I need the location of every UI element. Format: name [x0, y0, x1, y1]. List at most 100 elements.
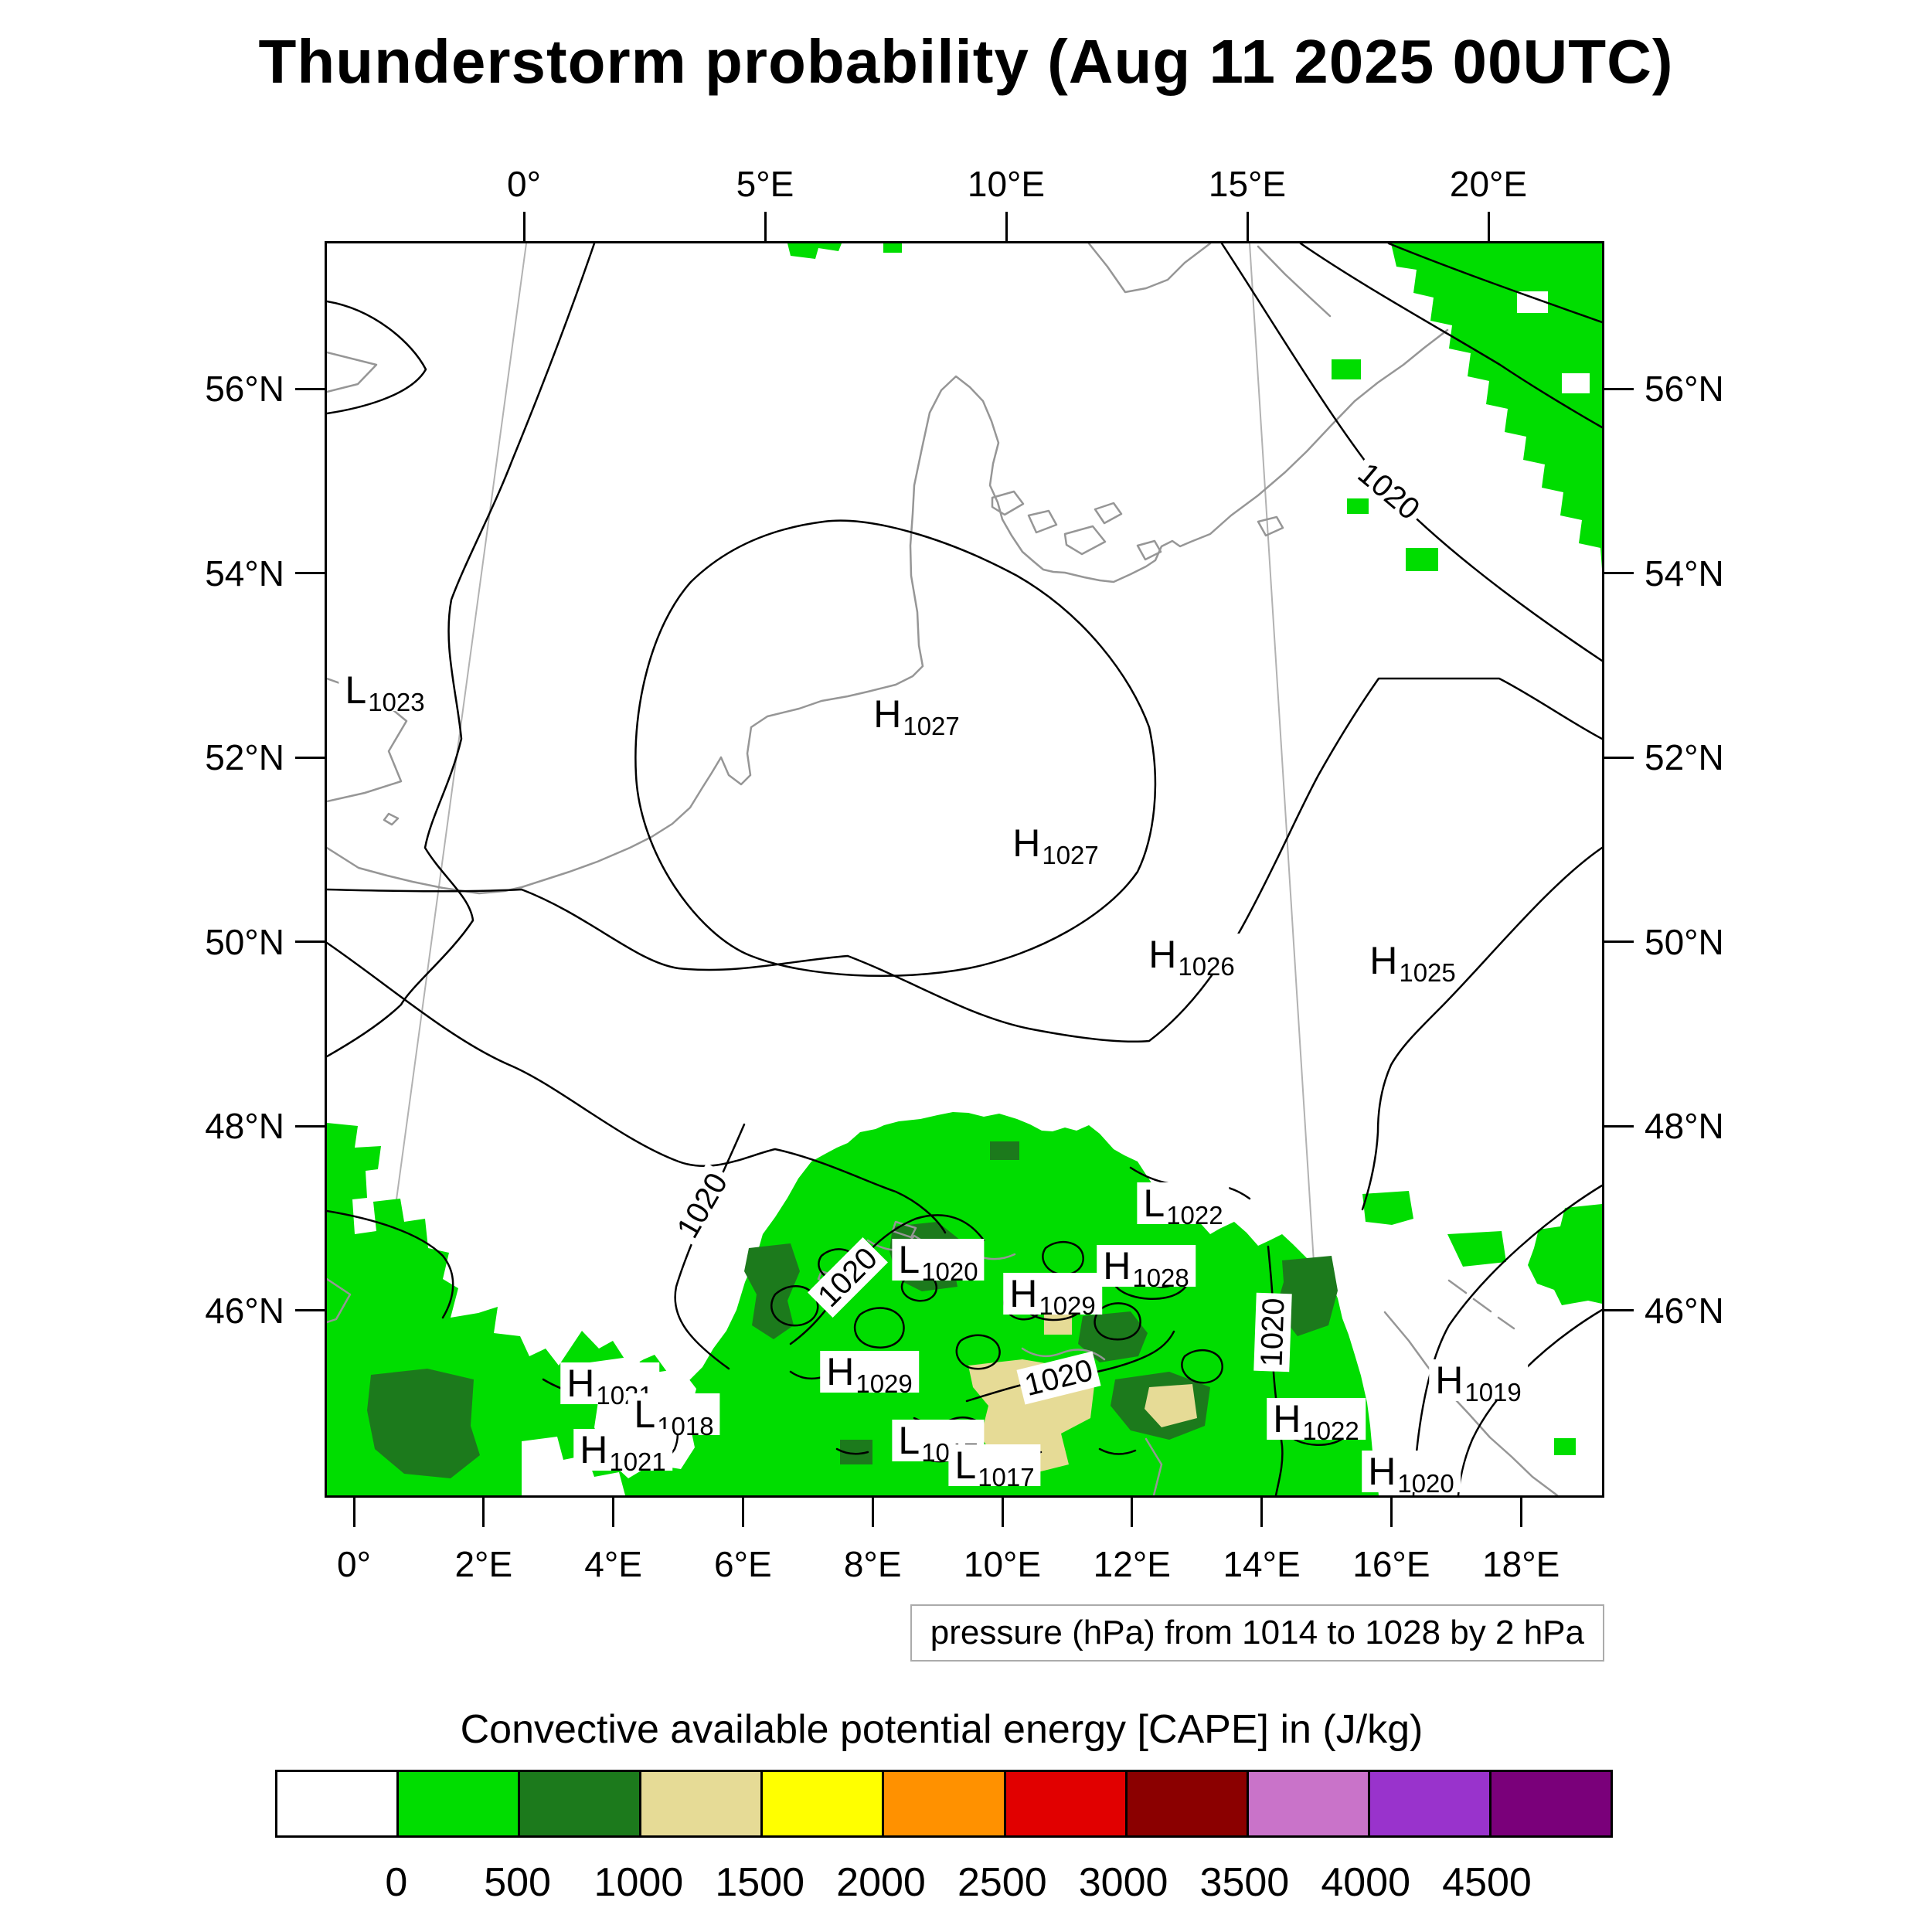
- pressure-center-letter: H: [1273, 1397, 1301, 1440]
- pressure-center-letter: H: [1103, 1244, 1131, 1287]
- pressure-center-value: 1025: [1399, 958, 1456, 987]
- isobar-inline-label: 1020: [808, 1237, 888, 1318]
- top-axis-label: 20°E: [1449, 164, 1528, 204]
- isobar-inline-label: 1020: [667, 1162, 738, 1249]
- pressure-center-letter: H: [873, 692, 902, 736]
- bottom-axis-label: 8°E: [843, 1544, 902, 1584]
- pressure-center-value: 1026: [1178, 952, 1235, 981]
- left-axis-label: 52°N: [205, 737, 284, 777]
- axis-tick-right: [1604, 756, 1634, 759]
- pressure-center-letter: L: [898, 1238, 920, 1281]
- pressure-center-value: 1019: [1464, 1378, 1522, 1406]
- pressure-center-value: 1029: [855, 1369, 913, 1398]
- axis-tick-top: [522, 212, 526, 241]
- pressure-center-label: L1022: [1137, 1182, 1230, 1228]
- colorbar-tick-label: 3500: [1199, 1860, 1290, 1905]
- top-axis-label: 10°E: [967, 164, 1046, 204]
- pressure-center-letter: H: [566, 1362, 595, 1405]
- pressure-center-letter: L: [898, 1419, 920, 1462]
- axis-tick-bottom: [1131, 1498, 1134, 1527]
- colorbar-cell: [1246, 1772, 1368, 1835]
- right-axis-label: 48°N: [1645, 1106, 1724, 1146]
- pressure-center-label: H1029: [820, 1350, 919, 1396]
- axis-tick-top: [1005, 212, 1008, 241]
- colorbar-tick-label: 500: [484, 1860, 551, 1905]
- left-axis-label: 46°N: [205, 1290, 284, 1331]
- axis-tick-bottom: [352, 1498, 355, 1527]
- pressure-center-label: H1026: [1142, 934, 1241, 979]
- colorbar-cell: [1488, 1772, 1611, 1835]
- right-axis-label: 54°N: [1645, 553, 1724, 594]
- pressure-center-value: 1022: [1166, 1201, 1223, 1230]
- colorbar-tick-label: 3000: [1078, 1860, 1168, 1905]
- map-frame: L1023 H1027 H1027 H1026 H1025 L1022 L1020 H1028…: [325, 241, 1604, 1498]
- left-axis-label: 56°N: [205, 369, 284, 409]
- left-axis-label: 54°N: [205, 553, 284, 594]
- colorbar-tick-label: 0: [385, 1860, 408, 1905]
- left-axis-label: 50°N: [205, 921, 284, 962]
- colorbar-cell: [1124, 1772, 1247, 1835]
- axis-tick-right: [1604, 940, 1634, 943]
- isobar-inline-label: 1020: [1253, 1292, 1292, 1372]
- pressure-center-label: H1022: [1267, 1397, 1366, 1444]
- axis-tick-left: [295, 756, 325, 759]
- axis-tick-bottom: [482, 1498, 485, 1527]
- cape-colorbar: [275, 1770, 1613, 1838]
- right-axis-label: 52°N: [1645, 737, 1724, 777]
- pressure-center-label: H1028: [1097, 1244, 1196, 1291]
- pressure-center-letter: H: [1368, 1450, 1396, 1493]
- pressure-center-value: 1027: [1042, 841, 1099, 869]
- axis-tick-bottom: [612, 1498, 615, 1527]
- axis-tick-left: [295, 1124, 325, 1128]
- pressure-center-label: L1018: [628, 1393, 720, 1439]
- left-axis-label: 48°N: [205, 1106, 284, 1146]
- axis-tick-right: [1604, 1309, 1634, 1311]
- colorbar-tick-label: 4500: [1442, 1860, 1532, 1905]
- pressure-center-value: 1028: [1132, 1264, 1189, 1292]
- page-title: Thunderstorm probability (Aug 11 2025 00…: [258, 27, 1674, 96]
- axis-tick-left: [295, 1309, 325, 1311]
- colorbar-tick-label: 1500: [715, 1860, 805, 1905]
- top-axis-label: 0°: [507, 164, 541, 204]
- colorbar-cell: [518, 1772, 640, 1835]
- pressure-center-value: 1020: [1397, 1469, 1454, 1498]
- right-axis-label: 46°N: [1645, 1290, 1724, 1331]
- colorbar-cell: [396, 1772, 519, 1835]
- colorbar-cell: [1367, 1772, 1489, 1835]
- colorbar-tick-label: 2000: [836, 1860, 926, 1905]
- bottom-axis-label: 2°E: [454, 1544, 513, 1584]
- axis-tick-bottom: [1001, 1498, 1004, 1527]
- pressure-center-label: H1027: [867, 692, 966, 739]
- bottom-axis-label: 4°E: [584, 1544, 642, 1584]
- pressure-center-label: H1025: [1363, 940, 1462, 985]
- axis-tick-left: [295, 387, 325, 390]
- colorbar-cell: [882, 1772, 1004, 1835]
- pressure-center-label: L1020: [892, 1238, 985, 1284]
- pressure-center-letter: L: [345, 668, 367, 712]
- pressure-center-value: 1017: [978, 1463, 1035, 1492]
- axis-tick-bottom: [1519, 1498, 1522, 1527]
- axis-tick-right: [1604, 1124, 1634, 1128]
- colorbar-tick-label: 2500: [957, 1860, 1047, 1905]
- bottom-axis-label: 14°E: [1223, 1544, 1301, 1584]
- pressure-center-label: H1029: [1003, 1273, 1102, 1318]
- pressure-center-letter: H: [826, 1350, 855, 1393]
- map-label-layer: L1023 H1027 H1027 H1026 H1025 L1022 L1020 H1028…: [327, 243, 1602, 1498]
- bottom-axis-label: 10°E: [963, 1544, 1042, 1584]
- right-axis-label: 50°N: [1645, 921, 1724, 962]
- axis-tick-top: [764, 212, 767, 241]
- pressure-center-value: 1027: [903, 712, 960, 740]
- colorbar-tick-label: 4000: [1321, 1860, 1411, 1905]
- pressure-center-letter: H: [1012, 821, 1041, 865]
- right-axis-label: 56°N: [1645, 369, 1724, 409]
- axis-tick-right: [1604, 572, 1634, 574]
- bottom-axis-label: 6°E: [714, 1544, 772, 1584]
- colorbar-title: Convective available potential energy [C…: [460, 1707, 1423, 1752]
- top-axis-label: 15°E: [1208, 164, 1287, 204]
- pressure-center-letter: H: [580, 1428, 608, 1471]
- pressure-center-letter: H: [1435, 1359, 1464, 1402]
- axis-tick-bottom: [1389, 1498, 1393, 1527]
- bottom-axis-label: 12°E: [1093, 1544, 1171, 1584]
- pressure-caption: pressure (hPa) from 1014 to 1028 by 2 hP…: [910, 1604, 1604, 1662]
